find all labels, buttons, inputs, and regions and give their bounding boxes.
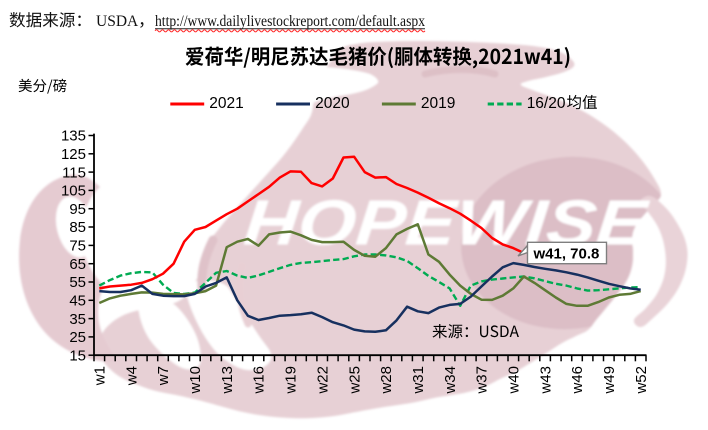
svg-text:w10: w10 [187,366,204,395]
svg-text:w25: w25 [346,366,363,395]
svg-text:2020: 2020 [315,95,350,112]
svg-text:http://www.dailylivestockrepor: http://www.dailylivestockreport.com/defa… [155,13,425,30]
svg-text:75: 75 [69,238,86,255]
svg-text:w22: w22 [314,366,331,395]
svg-text:w19: w19 [283,366,300,395]
svg-text:w34: w34 [442,366,459,395]
svg-text:35: 35 [69,311,86,328]
svg-text:w13: w13 [219,366,236,395]
svg-text:w49: w49 [601,366,618,395]
svg-text:w16: w16 [251,366,268,395]
svg-text:16/20: 16/20 [527,95,566,112]
svg-text:w28: w28 [378,366,395,395]
svg-text:105: 105 [61,183,86,200]
svg-text:115: 115 [62,164,86,181]
svg-text:USDA: USDA [96,13,139,30]
svg-text:125: 125 [61,146,86,163]
svg-text:2019: 2019 [421,95,455,112]
svg-text:65: 65 [69,256,86,273]
svg-text:w46: w46 [569,366,586,395]
svg-text:55: 55 [69,274,86,291]
svg-text:w7: w7 [155,366,172,386]
svg-text:w41, 70.8: w41, 70.8 [533,246,600,263]
svg-text:w4: w4 [123,366,140,386]
svg-text:2021: 2021 [209,95,243,112]
svg-text:135: 135 [61,128,86,145]
svg-text:w40: w40 [506,366,523,395]
svg-text:45: 45 [69,293,86,310]
svg-text:w31: w31 [410,366,427,395]
svg-text:w43: w43 [537,366,554,395]
svg-text:85: 85 [69,219,86,236]
svg-text:95: 95 [69,201,86,218]
svg-text:15: 15 [69,347,86,364]
svg-text:25: 25 [69,329,86,346]
svg-text:w1: w1 [92,366,109,386]
svg-text:w37: w37 [474,366,491,395]
svg-text:w52: w52 [633,366,650,395]
